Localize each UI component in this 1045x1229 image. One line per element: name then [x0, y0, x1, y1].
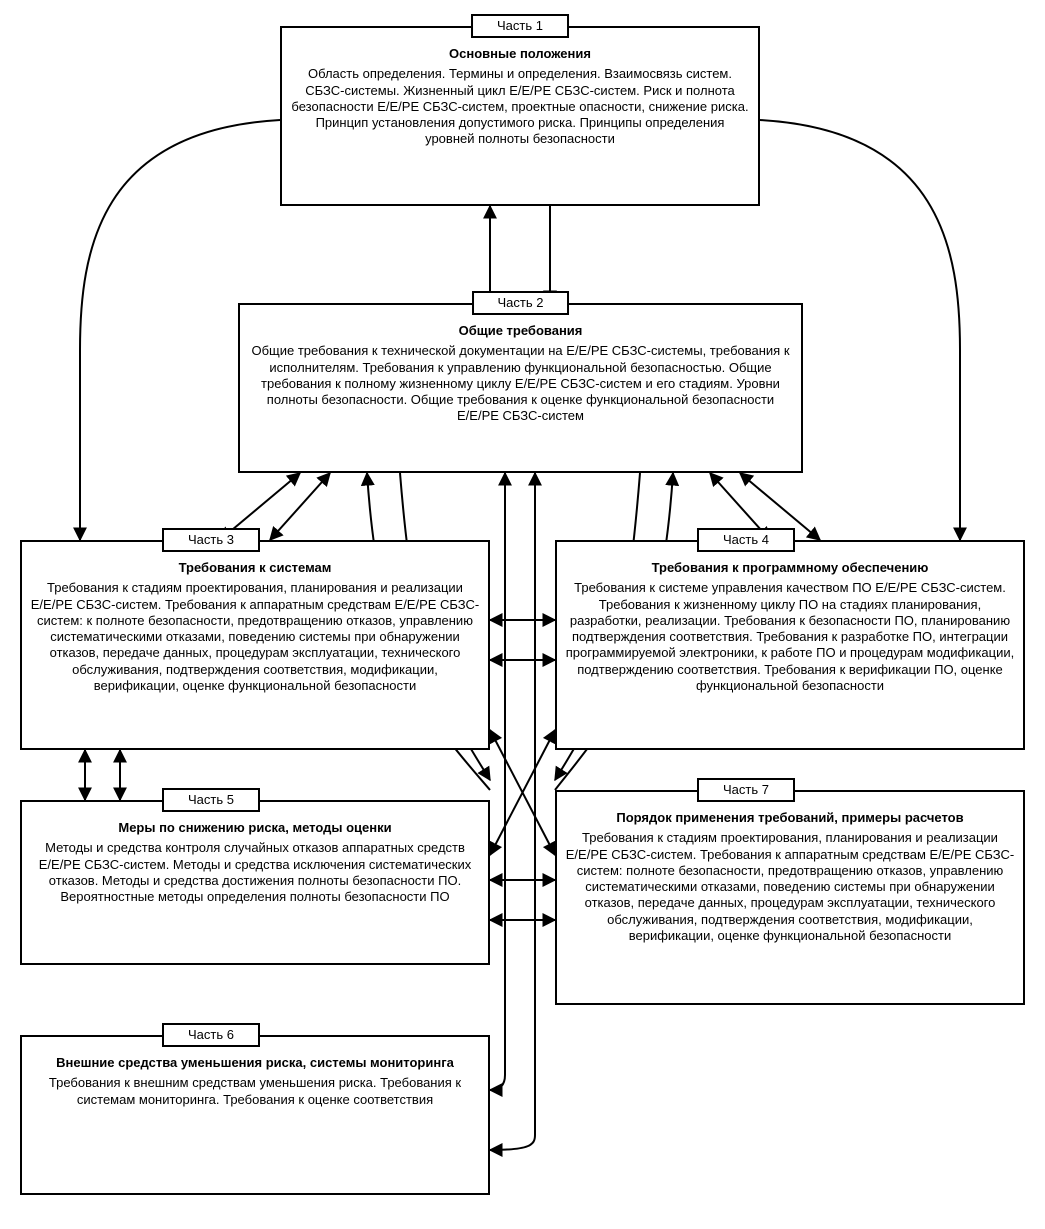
edge — [490, 730, 555, 855]
node-title: Общие требования — [248, 323, 793, 339]
edge — [270, 473, 330, 540]
node-part6: Часть 6Внешние средства уменьшения риска… — [20, 1035, 490, 1195]
node-part2: Часть 2Общие требованияОбщие требования … — [238, 303, 803, 473]
diagram-canvas: Часть 1 Основные положения Область определ… — [0, 0, 1045, 1229]
node-body: Требования к стадиям проектирования, пла… — [30, 580, 480, 694]
node-tab: Часть 1 — [471, 14, 569, 38]
edge — [490, 730, 555, 855]
node-title: Меры по снижению риска, методы оценки — [30, 820, 480, 836]
node-tab: Часть 3 — [162, 528, 260, 552]
node-part3: Часть 3Требования к системамТребования к… — [20, 540, 490, 750]
node-tab: Часть 2 — [472, 291, 570, 315]
node-body: Методы и средства контроля случайных отк… — [30, 840, 480, 905]
node-body: Требования к стадиям проектирования, пла… — [565, 830, 1015, 944]
node-title: Внешние средства уменьшения риска, систе… — [30, 1055, 480, 1071]
node-body: Требования к системе управления качество… — [565, 580, 1015, 694]
node-title: Требования к системам — [30, 560, 480, 576]
edge — [490, 473, 505, 1090]
node-title: Требования к программному обеспечению — [565, 560, 1015, 576]
node-tab: Часть 6 — [162, 1023, 260, 1047]
node-tab: Часть 4 — [697, 528, 795, 552]
node-title: Основные положения — [290, 46, 750, 62]
node-part5: Часть 5Меры по снижению риска, методы оц… — [20, 800, 490, 965]
node-tab: Часть 7 — [697, 778, 795, 802]
node-body: Требования к внешним средствам уменьшени… — [30, 1075, 480, 1108]
edge — [490, 473, 535, 1150]
node-tab: Часть 5 — [162, 788, 260, 812]
node-part4: Часть 4Требования к программному обеспеч… — [555, 540, 1025, 750]
node-body: Общие требования к технической документа… — [248, 343, 793, 424]
node-part1: Часть 1Основные положенияОбласть определ… — [280, 26, 760, 206]
node-body: Область определения. Термины и определен… — [290, 66, 750, 147]
node-title: Порядок применения требований, примеры р… — [565, 810, 1015, 826]
node-part7: Часть 7Порядок применения требований, пр… — [555, 790, 1025, 1005]
